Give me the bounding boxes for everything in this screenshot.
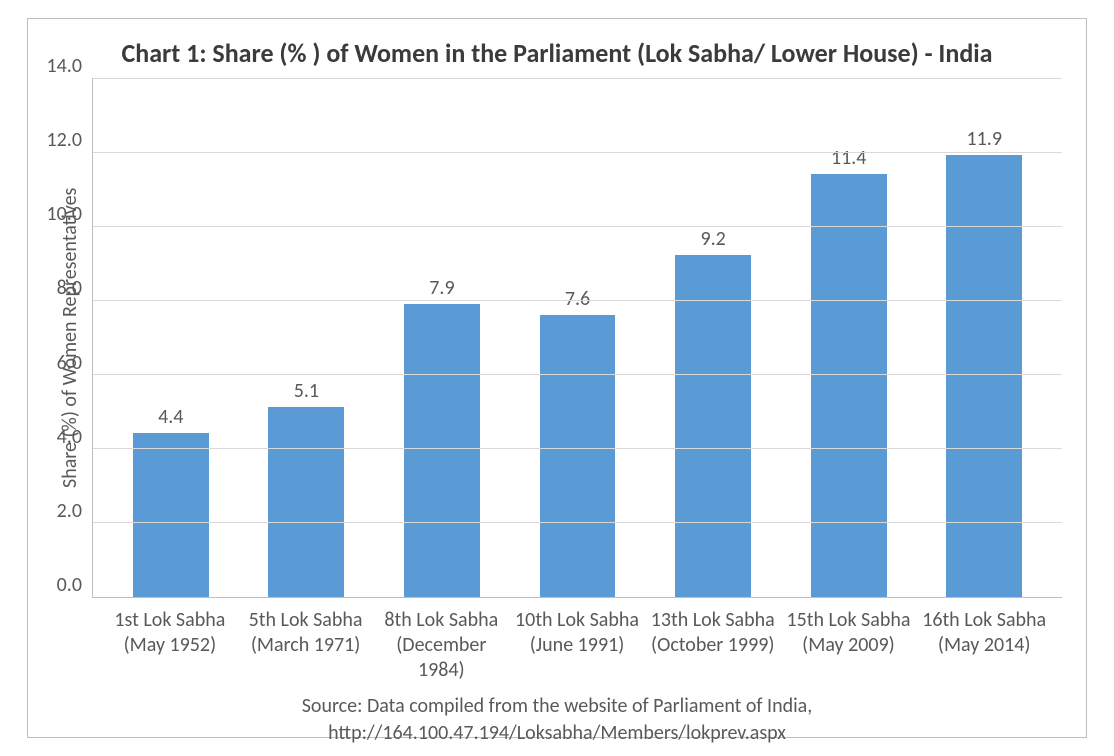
bar bbox=[404, 304, 480, 597]
chart-body: Share (%) of Women Representatives 14.01… bbox=[52, 78, 1062, 598]
x-axis-label: 8th Lok Sabha (December 1984) bbox=[373, 598, 509, 683]
x-axis-spacer bbox=[52, 598, 92, 683]
bar-value-label: 4.4 bbox=[158, 405, 183, 429]
bar-slot: 7.9 bbox=[374, 78, 510, 597]
bar-value-label: 9.2 bbox=[700, 227, 725, 251]
gridline bbox=[93, 448, 1062, 449]
x-axis-label: 13th Lok Sabha (October 1999) bbox=[645, 598, 781, 683]
bar-value-label: 7.9 bbox=[429, 276, 454, 300]
chart-source: Source: Data compiled from the website o… bbox=[52, 693, 1062, 747]
bar bbox=[811, 174, 887, 597]
bars-group: 4.4 5.1 7.9 7.6 9.2 11.4 11.9 bbox=[93, 78, 1062, 597]
bar bbox=[540, 315, 616, 597]
bar bbox=[946, 155, 1022, 596]
plot-area: 4.4 5.1 7.9 7.6 9.2 11.4 11.9 bbox=[92, 78, 1062, 598]
x-axis-label: 1st Lok Sabha (May 1952) bbox=[102, 598, 238, 683]
x-axis-labels: 1st Lok Sabha (May 1952)5th Lok Sabha (M… bbox=[92, 598, 1062, 683]
y-axis-ticks: 14.012.010.08.06.04.02.00.0 bbox=[82, 78, 92, 598]
x-axis-label: 16th Lok Sabha (May 2014) bbox=[916, 598, 1052, 683]
plot-wrap: 14.012.010.08.06.04.02.00.0 4.4 5.1 7.9 7.6… bbox=[82, 78, 1062, 598]
gridline bbox=[93, 300, 1062, 301]
chart-title: Chart 1: Share (% ) of Women in the Parl… bbox=[52, 37, 1062, 70]
bar bbox=[133, 433, 209, 596]
bar-slot: 5.1 bbox=[239, 78, 375, 597]
chart-source-line1: Source: Data compiled from the website o… bbox=[52, 693, 1062, 720]
gridline bbox=[93, 522, 1062, 523]
bar-value-label: 5.1 bbox=[294, 379, 319, 403]
bar bbox=[268, 407, 344, 596]
chart-container: Chart 1: Share (% ) of Women in the Parl… bbox=[27, 18, 1087, 738]
bar-slot: 7.6 bbox=[510, 78, 646, 597]
bar-slot: 9.2 bbox=[645, 78, 781, 597]
bar-value-label: 7.6 bbox=[565, 287, 590, 311]
gridline bbox=[93, 152, 1062, 153]
x-axis-row: 1st Lok Sabha (May 1952)5th Lok Sabha (M… bbox=[52, 598, 1062, 683]
x-axis-label: 5th Lok Sabha (March 1971) bbox=[238, 598, 374, 683]
bar bbox=[675, 255, 751, 596]
gridline bbox=[93, 226, 1062, 227]
bar-value-label: 11.4 bbox=[831, 146, 866, 170]
x-axis-label: 10th Lok Sabha (June 1991) bbox=[509, 598, 645, 683]
x-axis-label: 15th Lok Sabha (May 2009) bbox=[781, 598, 917, 683]
gridline bbox=[93, 374, 1062, 375]
bar-slot: 11.4 bbox=[781, 78, 917, 597]
bar-slot: 4.4 bbox=[103, 78, 239, 597]
bar-slot: 11.9 bbox=[916, 78, 1052, 597]
chart-source-line2: http://164.100.47.194/Loksabha/Members/l… bbox=[52, 720, 1062, 747]
bar-value-label: 11.9 bbox=[967, 127, 1002, 151]
gridline bbox=[93, 78, 1062, 79]
